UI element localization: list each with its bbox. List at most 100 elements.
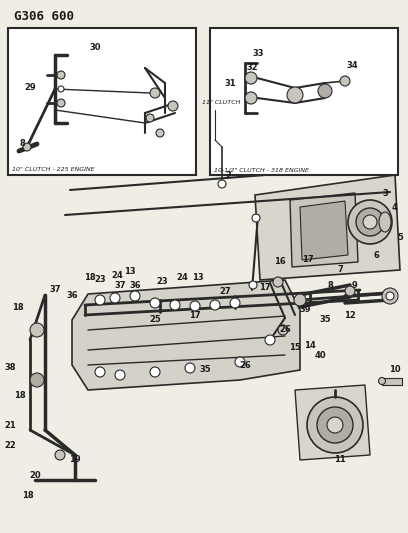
Circle shape: [287, 87, 303, 103]
Circle shape: [245, 72, 257, 84]
Text: 18: 18: [14, 391, 26, 400]
Text: 17: 17: [259, 284, 271, 293]
Text: 39: 39: [299, 305, 311, 314]
Circle shape: [327, 417, 343, 433]
Circle shape: [230, 298, 240, 308]
Circle shape: [150, 367, 160, 377]
Circle shape: [340, 76, 350, 86]
Text: 38: 38: [4, 364, 16, 373]
Text: 10-1/2" CLUTCH - 318 ENGINE: 10-1/2" CLUTCH - 318 ENGINE: [214, 167, 309, 172]
Text: 10" CLUTCH - 225 ENGINE: 10" CLUTCH - 225 ENGINE: [12, 167, 95, 172]
Polygon shape: [72, 280, 300, 390]
Text: G306 600: G306 600: [14, 10, 74, 23]
Text: 6: 6: [373, 252, 379, 261]
Circle shape: [95, 295, 105, 305]
Text: 17: 17: [189, 311, 201, 319]
Text: 37: 37: [114, 280, 126, 289]
Circle shape: [245, 92, 257, 104]
Circle shape: [95, 367, 105, 377]
Circle shape: [382, 288, 398, 304]
Text: 35: 35: [199, 366, 211, 375]
Circle shape: [168, 101, 178, 111]
Text: 11" CLUTCH: 11" CLUTCH: [202, 101, 240, 106]
Text: 19: 19: [69, 456, 81, 464]
Text: 16: 16: [274, 257, 286, 266]
Text: 35: 35: [319, 316, 331, 325]
Text: 8: 8: [327, 280, 333, 289]
Text: 27: 27: [219, 287, 231, 296]
Text: 5: 5: [397, 233, 403, 243]
Circle shape: [170, 300, 180, 310]
Text: 2: 2: [225, 171, 231, 180]
Text: 32: 32: [246, 63, 258, 72]
Bar: [8, 28, 196, 175]
Text: 33: 33: [252, 49, 264, 58]
Circle shape: [190, 301, 200, 311]
Text: 30: 30: [89, 44, 101, 52]
Text: 24: 24: [111, 271, 123, 279]
Text: 12: 12: [344, 311, 356, 319]
Text: 29: 29: [24, 84, 36, 93]
Text: 31: 31: [224, 78, 236, 87]
Circle shape: [210, 300, 220, 310]
Text: 23: 23: [94, 276, 106, 285]
Text: 20: 20: [29, 471, 41, 480]
Text: 10: 10: [389, 366, 401, 375]
Circle shape: [317, 407, 353, 443]
Circle shape: [55, 450, 65, 460]
Text: 9: 9: [352, 280, 358, 289]
Circle shape: [150, 298, 160, 308]
Text: 40: 40: [314, 351, 326, 359]
Text: 3: 3: [382, 189, 388, 198]
Circle shape: [345, 286, 355, 296]
Circle shape: [363, 215, 377, 229]
Circle shape: [218, 180, 226, 188]
Circle shape: [273, 277, 283, 287]
Text: 18: 18: [22, 490, 34, 499]
Circle shape: [23, 143, 31, 151]
Text: 17: 17: [302, 255, 314, 264]
Circle shape: [57, 99, 65, 107]
Text: 4: 4: [392, 204, 398, 213]
Text: 13: 13: [192, 273, 204, 282]
Circle shape: [379, 377, 386, 384]
Circle shape: [356, 208, 384, 236]
Text: 36: 36: [129, 280, 141, 289]
Text: 18: 18: [12, 303, 24, 311]
Text: 18: 18: [84, 273, 96, 282]
Circle shape: [115, 370, 125, 380]
Circle shape: [252, 214, 260, 222]
Bar: [382, 378, 402, 385]
Circle shape: [235, 357, 245, 367]
Text: 15: 15: [289, 343, 301, 352]
Circle shape: [249, 281, 257, 289]
Text: 24: 24: [176, 273, 188, 282]
Text: 11: 11: [334, 456, 346, 464]
Circle shape: [58, 86, 64, 92]
Circle shape: [30, 373, 44, 387]
Circle shape: [110, 293, 120, 303]
Circle shape: [146, 114, 154, 122]
Text: 26: 26: [239, 360, 251, 369]
Text: 8: 8: [19, 139, 25, 148]
Text: 13: 13: [124, 268, 136, 277]
Text: 25: 25: [149, 316, 161, 325]
Polygon shape: [295, 385, 370, 460]
Circle shape: [156, 129, 164, 137]
Polygon shape: [290, 193, 358, 267]
Bar: [210, 28, 398, 175]
Text: 34: 34: [346, 61, 358, 70]
Text: 22: 22: [4, 440, 16, 449]
Circle shape: [130, 291, 140, 301]
Polygon shape: [300, 201, 348, 260]
Text: 14: 14: [304, 341, 316, 350]
Polygon shape: [255, 175, 400, 280]
Circle shape: [278, 325, 288, 335]
Circle shape: [294, 294, 306, 306]
Text: 26: 26: [279, 326, 291, 335]
Circle shape: [30, 323, 44, 337]
Circle shape: [318, 84, 332, 98]
Text: 36: 36: [66, 290, 78, 300]
Circle shape: [265, 335, 275, 345]
Circle shape: [307, 397, 363, 453]
